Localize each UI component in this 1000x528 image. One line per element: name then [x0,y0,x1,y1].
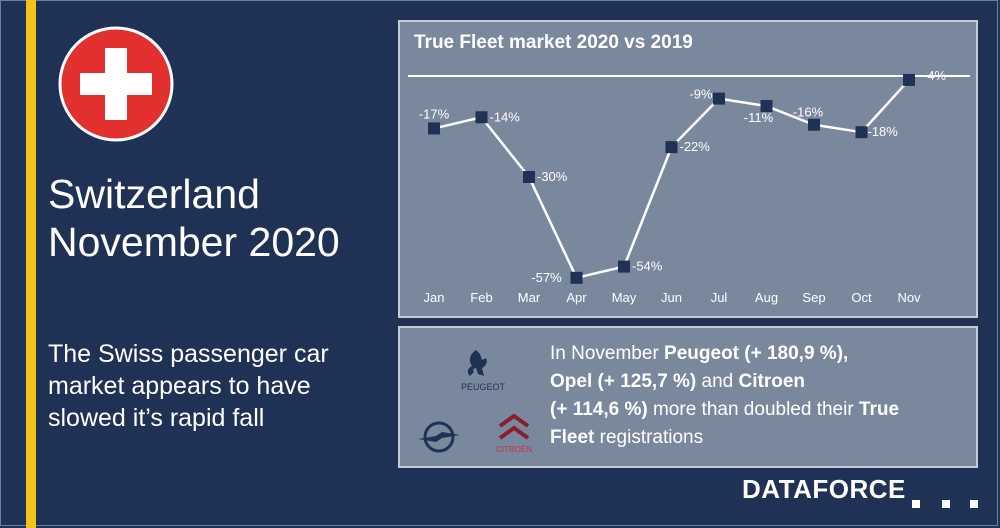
peugeot-logo-icon: PEUGEOT [461,350,506,392]
chart-panel: True Fleet market 2020 vs 2019 -17% Jan -1… [398,20,978,318]
tagline: The Swiss passenger car market appears t… [48,340,329,432]
data-point [523,171,535,183]
peugeot-logo-text: PEUGEOT [461,382,506,392]
info-highlight-fleet: Fleet [550,427,595,448]
x-tick-label: May [612,290,637,305]
x-tick-label: Feb [470,290,492,305]
dataforce-logo: DATAFORCE [742,474,906,504]
data-label: -54% [632,259,663,274]
info-part1: In November [550,343,665,364]
data-point [713,92,725,105]
country-name: Switzerland [48,171,260,217]
swiss-flag-icon [58,26,174,142]
x-tick-label: Mar [518,290,541,305]
data-label: -4% [923,68,947,83]
data-label: -14% [490,109,521,124]
info-panel: PEUGEOT CITROËN In November Peugeot (+ 1… [398,326,978,468]
info-text: In November Peugeot (+ 180,9 %), Opel (+… [550,340,974,452]
info-brand-opel: Opel (+ 125,7 %) [550,371,697,392]
info-part5: registrations [594,427,704,448]
data-point [428,122,440,135]
data-label: -18% [868,124,899,139]
x-tick-label: Nov [897,290,921,305]
x-tick-label: Oct [851,290,872,305]
x-tick-label: Aug [755,290,778,305]
info-brand-peugeot: Peugeot (+ 180,9 %), [664,343,849,364]
data-label: -57% [531,270,562,285]
data-point [665,141,678,154]
info-citroen-change: (+ 114,6 %) [550,399,648,420]
x-tick-label: Jun [661,290,682,305]
info-part4: more than doubled their [647,399,859,420]
citroen-logo-icon: CITROËN [496,413,532,454]
page-title: Switzerland November 2020 [48,170,388,266]
data-point [475,111,488,124]
data-label: -9% [689,87,713,102]
data-point [808,118,820,131]
data-label: -22% [680,139,711,154]
opel-logo-icon [418,421,460,453]
info-highlight-true: True [858,399,900,420]
chart-title: True Fleet market 2020 vs 2019 [414,32,693,53]
info-part2: and [696,371,739,392]
x-tick-label: Jul [711,290,728,305]
data-point [760,100,773,113]
logo-dots [912,500,982,510]
x-tick-label: Jan [424,290,445,305]
citroen-logo-text: CITROËN [496,445,532,454]
data-label: -11% [744,110,774,125]
accent-bar [26,0,36,528]
x-tick-label: Sep [802,290,825,305]
data-label: -17% [419,106,450,121]
line-chart: -17% Jan -14% Feb -30% Mar -57% Apr -54% May -22% J… [408,68,970,305]
data-point [570,271,583,284]
data-label: -16% [793,105,824,120]
data-point [903,73,915,86]
info-brand-citroen: Citroen [738,371,806,392]
data-point [618,260,630,273]
period-label: November 2020 [48,219,340,265]
data-point [855,126,868,139]
x-tick-label: Apr [566,290,587,305]
data-label: -30% [537,169,568,184]
